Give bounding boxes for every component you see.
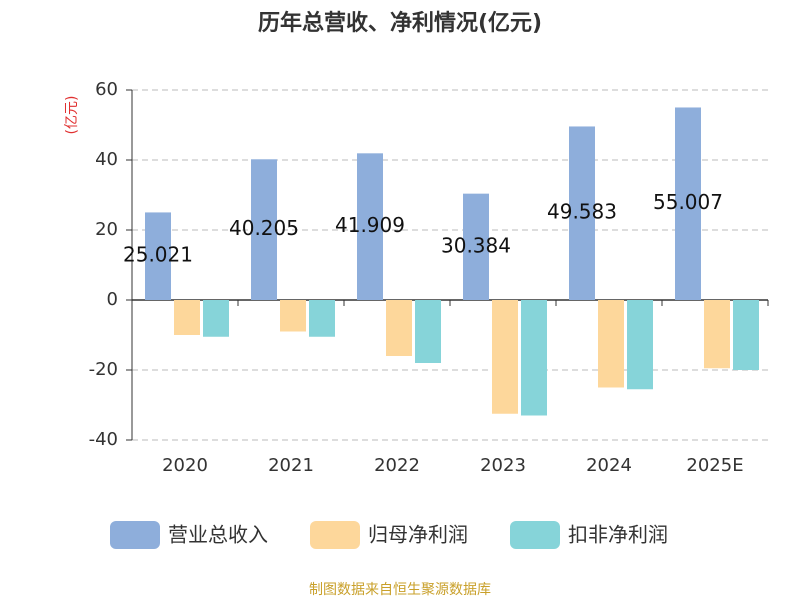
value-label: 55.007 — [653, 190, 723, 214]
bar — [280, 300, 306, 332]
bar — [309, 300, 335, 337]
y-tick-label: 0 — [107, 289, 118, 310]
value-label: 49.583 — [547, 200, 617, 224]
y-tick-label: 40 — [95, 149, 118, 170]
chart-title: 历年总营收、净利情况(亿元) — [258, 10, 542, 36]
legend-swatch — [510, 521, 560, 549]
source-note: 制图数据来自恒生聚源数据库 — [309, 582, 491, 598]
y-tick-label: 20 — [95, 219, 118, 240]
bar — [174, 300, 200, 335]
bar — [492, 300, 518, 414]
x-tick-label: 2020 — [162, 455, 208, 476]
value-label: 25.021 — [123, 243, 193, 267]
y-tick-label: -20 — [89, 359, 118, 380]
y-axis-label: (亿元) — [64, 96, 80, 135]
bar — [357, 153, 383, 300]
bar — [415, 300, 441, 363]
legend-label: 营业总收入 — [168, 523, 268, 547]
x-tick-label: 2025E — [686, 455, 743, 476]
y-tick-label: -40 — [89, 429, 118, 450]
x-tick-label: 2023 — [480, 455, 526, 476]
legend-label: 扣非净利润 — [568, 523, 668, 547]
bar — [203, 300, 229, 337]
legend-swatch — [310, 521, 360, 549]
legend-swatch — [110, 521, 160, 549]
bar — [627, 300, 653, 390]
y-tick-label: 60 — [95, 79, 118, 100]
bar — [251, 159, 277, 300]
bar — [598, 300, 624, 388]
bar — [733, 300, 759, 370]
value-label: 41.909 — [335, 213, 405, 237]
bar — [675, 107, 701, 301]
bar — [463, 193, 489, 300]
bar — [386, 300, 412, 356]
x-tick-label: 2024 — [586, 455, 632, 476]
bar — [704, 300, 730, 369]
value-label: 40.205 — [229, 216, 299, 240]
x-tick-label: 2022 — [374, 455, 420, 476]
x-tick-label: 2021 — [268, 455, 314, 476]
value-label: 30.384 — [441, 233, 511, 257]
bar — [145, 212, 171, 300]
bar — [521, 300, 547, 416]
bar — [569, 126, 595, 300]
legend-label: 归母净利润 — [368, 523, 468, 547]
